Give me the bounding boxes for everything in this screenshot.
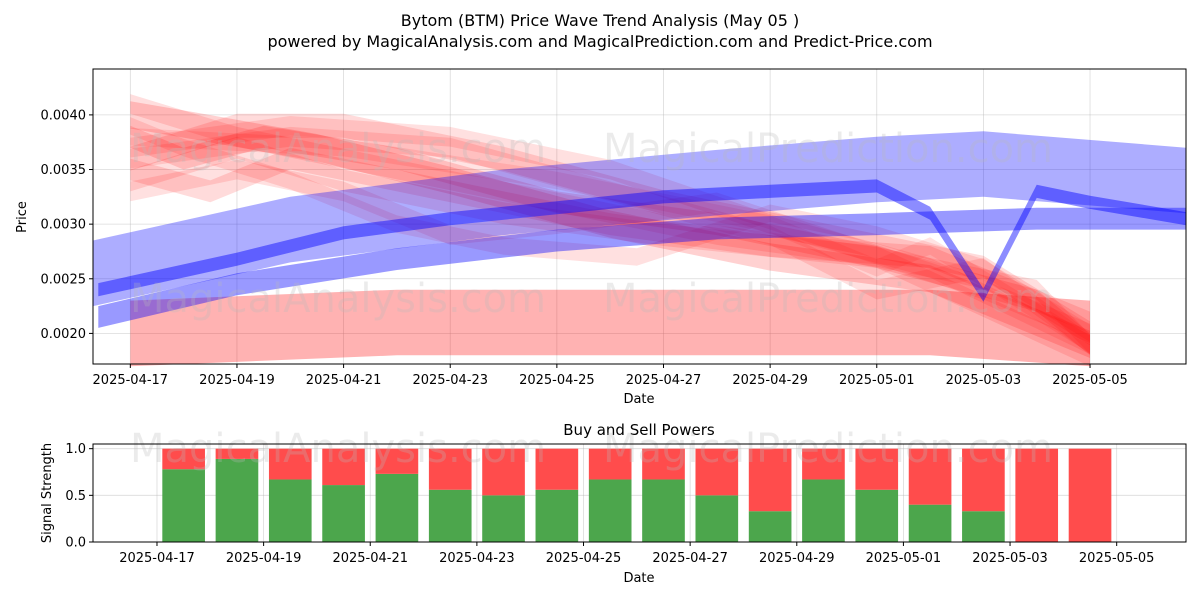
buy-power-bar [695,495,739,542]
sell-power-bar [802,448,845,480]
bottom-x-tick-label: 2025-04-29 [759,551,835,566]
bottom-y-label: Signal Strength [40,443,55,543]
watermark-3: MagicalAnalysis.com [130,276,546,322]
buy-power-bar [588,479,632,542]
sell-wave-band [130,94,1091,355]
top-y-tick-label: 0.0035 [41,163,87,178]
bottom-x-tick-label: 2025-04-25 [546,551,622,566]
top-x-tick-label: 2025-04-29 [732,373,808,388]
top-y-tick-label: 0.0020 [41,327,87,342]
top-x-tick-label: 2025-05-05 [1052,373,1128,388]
bottom-y-tick-label: 0.0 [65,536,86,551]
sell-power-bar [748,448,792,512]
buy-wave-band [93,131,1186,307]
sell-power-bar [428,448,472,490]
buy-power-bar [855,489,899,542]
buy-power-bar [535,489,579,542]
buy-power-bar [322,485,365,542]
buy-power-bar [962,511,1005,542]
buy-power-bar [428,489,472,542]
bottom-x-tick-label: 2025-04-23 [439,551,515,566]
top-x-tick-label: 2025-04-21 [306,373,382,388]
bottom-y-axis: 0.0 0.5 1.0 [65,442,93,551]
sell-wave-band [130,116,1091,355]
sell-wave-band [130,159,1091,344]
top-y-label: Price [15,201,30,233]
bottom-plot-frame [92,443,1187,543]
buy-wave-band [98,179,1186,302]
bottom-x-tick-label: 2025-05-05 [1079,551,1155,566]
sell-power-bar [482,448,525,496]
sell-power-bar [588,448,632,480]
top-watermarks: MagicalAnalysis.com MagicalPrediction.co… [130,126,1053,322]
chart-subtitle: powered by MagicalAnalysis.com and Magic… [267,32,932,51]
buy-power-bar [748,511,792,542]
buy-power-bar [482,495,525,542]
buy-power-bar [375,473,419,542]
bottom-x-axis: 2025-04-17 2025-04-19 2025-04-21 2025-04-23… [119,542,1154,566]
top-x-tick-label: 2025-04-17 [93,373,169,388]
sell-power-bar [855,448,899,490]
bottom-y-tick-label: 1.0 [65,442,86,457]
bottom-x-tick-label: 2025-04-17 [119,551,195,566]
sell-power-bar [642,448,685,480]
top-x-tick-label: 2025-05-03 [946,373,1022,388]
sell-power-bar [695,448,739,496]
watermark-6: MagicalPrediction.com [603,426,1053,472]
buy-power-bar [642,479,685,542]
top-y-axis: 0.0020 0.0025 0.0030 0.0035 0.0040 [41,108,93,342]
top-grid [93,69,1186,364]
sell-wave-band [130,125,1091,356]
top-y-tick-label: 0.0030 [41,218,87,233]
watermark-5: MagicalAnalysis.com [130,426,546,472]
buy-power-bar [268,479,312,542]
bottom-x-label: Date [623,571,654,586]
sell-power-bar [162,448,205,470]
top-x-axis: 2025-04-17 2025-04-19 2025-04-21 2025-04-23… [93,364,1128,388]
bottom-chart-title: Buy and Sell Powers [563,421,715,439]
sell-wave-band [130,126,1091,355]
sell-wave-band [130,136,1091,367]
buy-power-bar [908,504,952,542]
bottom-x-tick-label: 2025-04-19 [226,551,302,566]
bottom-x-tick-label: 2025-05-01 [866,551,942,566]
sell-power-bar [535,448,579,490]
sell-power-bar [268,448,312,480]
sell-power-bar [322,448,365,486]
buy-waves [93,131,1186,328]
sell-power-bar [1068,448,1112,542]
sell-wave-band [130,113,1091,346]
watermark-4: MagicalPrediction.com [603,276,1053,322]
sell-power-bar [215,448,259,459]
bottom-y-tick-label: 0.5 [65,489,86,504]
sell-waves [130,94,1091,367]
bottom-x-tick-label: 2025-04-21 [332,551,408,566]
buy-wave-band [98,207,1186,328]
top-x-tick-label: 2025-05-01 [839,373,915,388]
watermark-1: MagicalAnalysis.com [130,126,546,172]
buy-power-bar [162,469,205,542]
bottom-bars [162,448,1112,542]
top-x-tick-label: 2025-04-19 [199,373,275,388]
sell-wave-band [130,101,1091,358]
sell-wave-band [130,289,1091,367]
top-y-tick-label: 0.0040 [41,108,87,123]
sell-power-bar [375,448,419,474]
top-x-tick-label: 2025-04-23 [412,373,488,388]
bottom-x-tick-label: 2025-04-27 [652,551,728,566]
sell-power-bar [962,448,1005,512]
chart-title: Bytom (BTM) Price Wave Trend Analysis (M… [401,11,799,30]
top-y-tick-label: 0.0025 [41,272,87,287]
top-plot-frame [92,68,1187,365]
top-x-tick-label: 2025-04-27 [626,373,702,388]
top-x-label: Date [623,392,654,407]
sell-power-bar [1015,448,1059,542]
buy-power-bar [215,458,259,542]
top-x-tick-label: 2025-04-25 [519,373,595,388]
sell-power-bar [908,448,952,505]
buy-power-bar [802,479,845,542]
watermark-2: MagicalPrediction.com [603,126,1053,172]
bottom-x-tick-label: 2025-05-03 [972,551,1048,566]
